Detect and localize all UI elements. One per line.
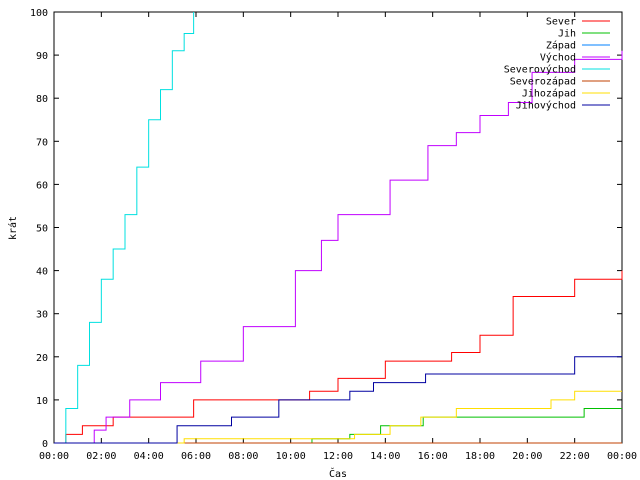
legend-label: Severozápad	[510, 76, 576, 88]
legend-label: Jih	[558, 29, 576, 40]
legend-label: Jihozápad	[522, 88, 576, 100]
x-tick-label: 18:00	[465, 451, 495, 462]
series-line-východ	[54, 50, 623, 444]
x-tick-label: 00:00	[39, 451, 69, 462]
legend-label: Sever	[546, 17, 576, 28]
legend-label: Východ	[540, 52, 576, 64]
legend-label: Severovýchod	[504, 64, 576, 76]
y-axis-title: krát	[7, 216, 19, 240]
series-line-jih	[54, 408, 622, 444]
y-tick-label: 0	[42, 439, 48, 450]
x-tick-label: 12:00	[323, 451, 353, 462]
x-tick-label: 02:00	[86, 451, 116, 462]
y-tick-label: 30	[36, 310, 48, 321]
x-tick-label: 08:00	[228, 451, 258, 462]
series-line-severovýchod	[54, 12, 195, 444]
x-tick-label: 16:00	[418, 451, 448, 462]
x-tick-label: 14:00	[370, 451, 400, 462]
legend-label: Západ	[546, 40, 576, 52]
x-tick-label: 00:00	[607, 451, 637, 462]
series-line-jihovýchod	[54, 356, 622, 444]
x-tick-label: 06:00	[181, 451, 211, 462]
y-tick-label: 40	[36, 267, 48, 278]
y-tick-label: 100	[30, 8, 48, 19]
legend-label: Jihovýchod	[516, 100, 576, 112]
series-line-sever	[54, 270, 623, 444]
y-tick-label: 90	[36, 51, 48, 62]
y-tick-label: 10	[36, 396, 48, 407]
x-tick-label: 20:00	[512, 451, 542, 462]
series-line-jihozápad	[54, 390, 622, 444]
y-tick-label: 50	[36, 224, 48, 235]
x-axis-title: Čas	[329, 467, 347, 480]
x-tick-label: 10:00	[276, 451, 306, 462]
y-tick-label: 70	[36, 137, 48, 148]
x-tick-label: 04:00	[134, 451, 164, 462]
y-tick-label: 80	[36, 94, 48, 105]
y-tick-label: 60	[36, 180, 48, 191]
x-tick-label: 22:00	[560, 451, 590, 462]
y-tick-label: 20	[36, 353, 48, 364]
